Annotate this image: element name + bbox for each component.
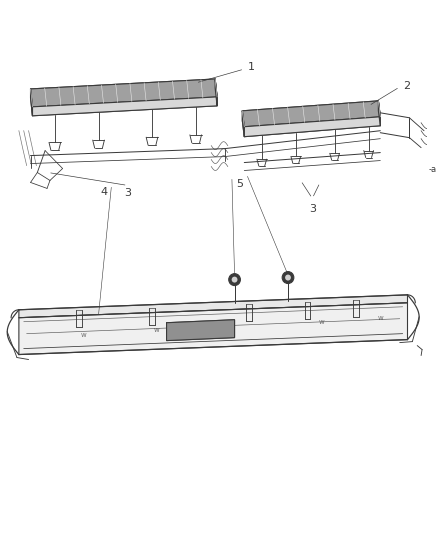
Text: w: w xyxy=(319,319,325,325)
Text: -a: -a xyxy=(429,165,437,174)
Circle shape xyxy=(229,273,240,286)
Polygon shape xyxy=(244,117,380,136)
Text: 4: 4 xyxy=(100,187,107,197)
Polygon shape xyxy=(242,101,380,127)
Text: 3: 3 xyxy=(309,204,316,214)
Text: w: w xyxy=(378,314,383,321)
Circle shape xyxy=(282,272,294,284)
Polygon shape xyxy=(242,111,244,136)
Text: w: w xyxy=(81,332,87,337)
Circle shape xyxy=(285,274,291,280)
Text: w: w xyxy=(154,327,160,333)
Text: 2: 2 xyxy=(403,81,410,91)
Polygon shape xyxy=(215,79,217,106)
Circle shape xyxy=(232,277,237,282)
Polygon shape xyxy=(378,101,380,126)
Polygon shape xyxy=(31,79,217,107)
Polygon shape xyxy=(19,295,407,318)
Polygon shape xyxy=(166,320,235,341)
Polygon shape xyxy=(32,97,217,116)
Text: 1: 1 xyxy=(248,62,255,72)
Text: 3: 3 xyxy=(124,188,131,198)
Polygon shape xyxy=(31,89,32,116)
Text: 5: 5 xyxy=(236,179,243,189)
Polygon shape xyxy=(19,303,407,354)
